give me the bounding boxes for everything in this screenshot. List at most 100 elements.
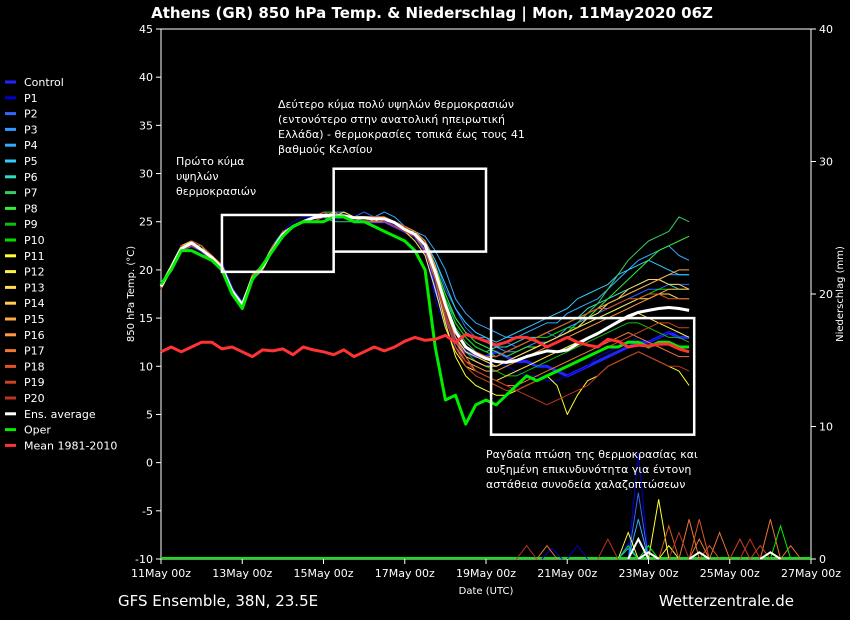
annotation-3-line: Ραγδαία πτώση της θερμοκρασίας και	[486, 448, 698, 461]
legend-label: P19	[24, 376, 45, 389]
x-tick-label: 25May 00z	[700, 567, 760, 580]
x-tick-label: 13May 00z	[212, 567, 272, 580]
y-tick-label: 45	[139, 23, 153, 36]
series-layer	[159, 211, 690, 426]
x-tick-label: 11May 00z	[131, 567, 191, 580]
y-axis-ticks: 45 40 35 30 25 20 15 10 5 0 -5 -10	[135, 23, 161, 566]
precip-spike-p1	[566, 544, 588, 560]
annotation-1-line: θερμοκρασιών	[176, 185, 256, 198]
precip-spike-p18	[688, 519, 710, 560]
legend-label: P2	[24, 108, 38, 121]
y-tick-label: 0	[146, 457, 153, 470]
precip-spike-p17	[708, 531, 731, 560]
precip-spike-p17	[688, 538, 710, 560]
legend-label: P4	[24, 139, 38, 152]
y2-axis-ticks: 40 30 20 10 0	[811, 23, 833, 566]
legend-label: P15	[24, 313, 45, 326]
y-axis-label: 850 hPa Temp. (°C)	[126, 246, 137, 342]
x-tick-label: 17May 00z	[375, 567, 435, 580]
y2-tick-label: 10	[819, 421, 833, 434]
x-tick-label: 21May 00z	[537, 567, 597, 580]
annotation-2-line: βαθμούς Κελσίου	[278, 143, 373, 156]
precip-spike-ens-average	[688, 551, 710, 560]
precip-spike-oper	[769, 524, 792, 560]
precip-spike-p17	[536, 544, 558, 560]
precip-spike-p1	[541, 547, 563, 560]
series-line-mean-1981-2010	[160, 333, 690, 359]
legend-label: P1	[24, 92, 38, 105]
precip-spike-ens-average	[637, 551, 660, 560]
precip-spike-p20	[597, 538, 619, 560]
precip-spike-p11	[658, 544, 680, 560]
legend-label: P18	[24, 360, 45, 373]
annotation-3-line: αστάθεια συνοδεία χαλαζοπτώσεων	[486, 478, 685, 491]
series-line-oper	[159, 215, 690, 426]
legend-label: P12	[24, 266, 45, 279]
precip-spike-p19	[729, 538, 751, 560]
annotation-3-line: αυξημένη επικινδυνότητα για έντονη	[486, 463, 691, 476]
y-tick-label: 30	[139, 168, 153, 181]
legend-label: Mean 1981-2010	[24, 439, 117, 452]
precip-spike-ens-average	[759, 551, 782, 560]
highlight-boxes	[220, 167, 696, 436]
legend-label: P6	[24, 171, 38, 184]
y-tick-label: 5	[146, 408, 153, 421]
y-tick-label: 15	[139, 312, 153, 325]
footer-site: Wetterzentrale.de	[659, 592, 794, 610]
legend-label: P13	[24, 281, 45, 294]
y-tick-label: 20	[139, 264, 153, 277]
legend-label: P7	[24, 187, 38, 200]
annotation-1-line: Πρώτο κύμα	[176, 155, 244, 168]
annotation-2-line: (εντονότερο στην ανατολική ηπειρωτική	[278, 113, 505, 126]
series-line-p8	[160, 211, 690, 358]
x-tick-label: 27May 00z	[781, 567, 841, 580]
y-tick-label: -5	[142, 505, 153, 518]
legend-label: P9	[24, 218, 38, 231]
x-axis-label: Date (UTC)	[459, 586, 514, 597]
annotation-1-line: υψηλών	[176, 170, 218, 183]
precip-spike-p4	[617, 547, 639, 560]
y-tick-label: -10	[135, 553, 153, 566]
y-tick-label: 40	[139, 71, 153, 84]
y-tick-label: 35	[139, 119, 153, 132]
precip-spike-p20	[516, 544, 538, 560]
precip-spike-p11	[648, 499, 670, 560]
precip-spike-ens-average	[627, 536, 650, 560]
precip-spike-oper	[637, 544, 660, 560]
series-line-p10	[160, 211, 690, 358]
legend-label: Oper	[24, 424, 51, 437]
precip-spike-p17	[759, 519, 782, 560]
series-line-p14	[160, 216, 690, 367]
legend-label: P16	[24, 329, 45, 342]
footer-source: GFS Ensemble, 38N, 23.5E	[118, 592, 318, 610]
precip-spike-p4	[627, 519, 649, 560]
annotation-2-line: Ελλάδα) - θερμοκρασίες τοπικά έως τους 4…	[278, 128, 525, 141]
legend-label: P10	[24, 234, 45, 247]
x-axis-ticks: 11May 00z 13May 00z 15May 00z 17May 00z 19Ma…	[131, 559, 841, 580]
legend-label: P14	[24, 297, 45, 310]
y2-tick-label: 20	[819, 288, 833, 301]
legend-label: P20	[24, 392, 45, 405]
legend: Control P1 P2 P3 P4 P5 P6 P7 P8 P9 P10 P11 P12 P13 P14…	[5, 76, 117, 452]
legend-label: P5	[24, 155, 38, 168]
legend-label: P8	[24, 202, 38, 215]
precip-spike-p18	[658, 524, 680, 560]
legend-label: P11	[24, 250, 45, 263]
legend-label: Ens. average	[24, 408, 96, 421]
precip-spike-p17	[780, 544, 802, 560]
x-tick-label: 15May 00z	[293, 567, 353, 580]
precip-spike-p20	[668, 531, 690, 560]
y2-axis-label: Niederschlag (mm)	[835, 246, 846, 342]
annotations: Πρώτο κύμα υψηλών θερμοκρασιών Δεύτερο κύμα…	[176, 98, 698, 491]
series-line-p13	[160, 211, 690, 367]
y-tick-label: 10	[139, 360, 153, 373]
precip-layer	[161, 452, 811, 560]
precip-spike-oper	[617, 544, 639, 560]
highlight-box-2	[332, 167, 488, 253]
x-tick-label: 23May 00z	[618, 567, 678, 580]
precip-spike-p1	[617, 542, 639, 560]
legend-label: Control	[24, 76, 64, 89]
y2-tick-label: 0	[819, 553, 826, 566]
x-tick-label: 19May 00z	[456, 567, 516, 580]
